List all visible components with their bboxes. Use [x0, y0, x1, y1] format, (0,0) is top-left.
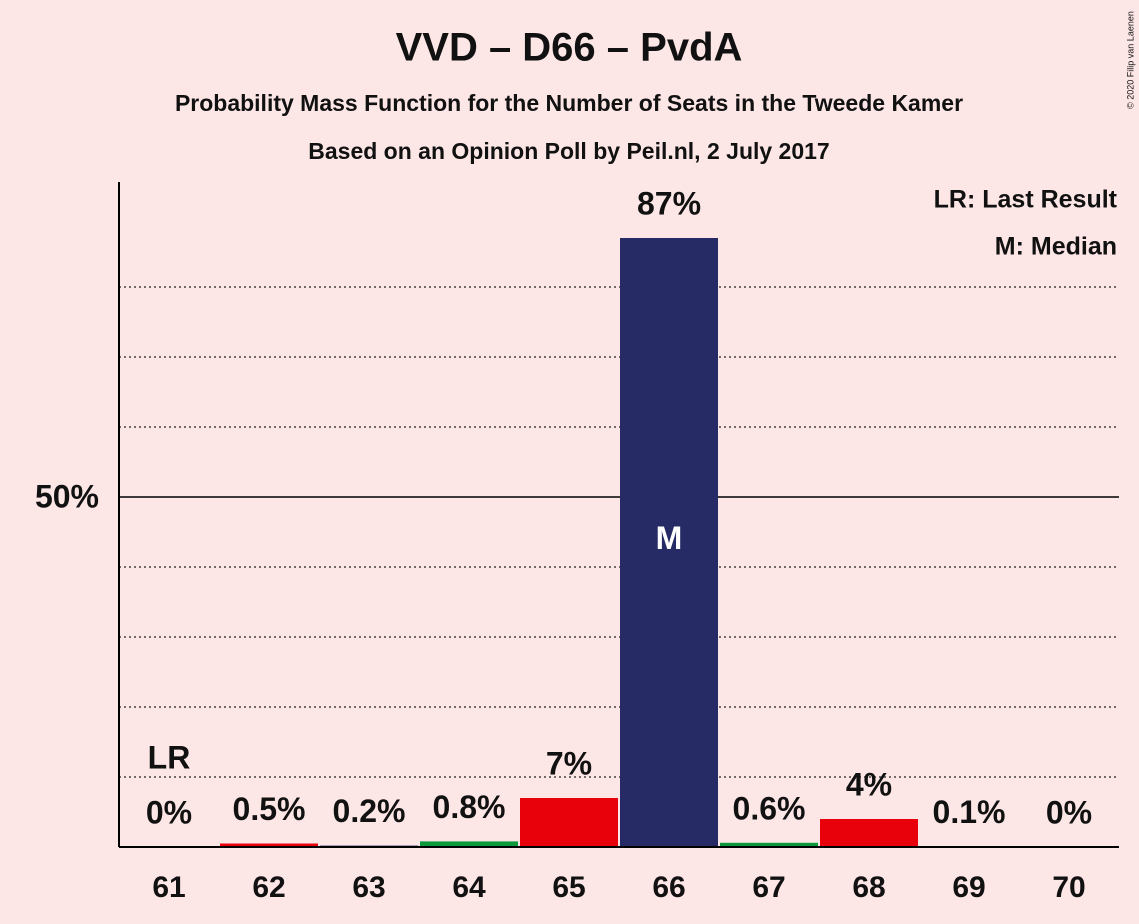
- value-label: 87%: [637, 185, 701, 221]
- bar: [520, 798, 618, 847]
- y-tick-label: 50%: [35, 478, 99, 514]
- value-label: 0.6%: [733, 790, 806, 826]
- x-tick-label: 67: [752, 871, 785, 904]
- annotation: LR: [148, 739, 191, 775]
- x-tick-label: 61: [152, 871, 185, 904]
- bar: [720, 842, 818, 847]
- value-label: 0.2%: [333, 793, 406, 829]
- x-tick-label: 66: [652, 871, 685, 904]
- value-label: 0%: [1046, 794, 1092, 830]
- bar: [620, 238, 718, 847]
- x-tick-label: 68: [852, 871, 885, 904]
- annotation: M: [656, 520, 683, 556]
- bar: [220, 843, 318, 847]
- x-tick-label: 62: [252, 871, 285, 904]
- bar: [820, 819, 918, 847]
- value-label: 0.1%: [933, 794, 1006, 830]
- bar: [420, 841, 518, 847]
- x-tick-label: 64: [452, 871, 486, 904]
- chart-subtitle: Based on an Opinion Poll by Peil.nl, 2 J…: [308, 138, 829, 164]
- value-label: 0.5%: [233, 791, 306, 827]
- x-tick-label: 70: [1052, 871, 1085, 904]
- value-label: 7%: [546, 745, 592, 781]
- chart-title: VVD – D66 – PvdA: [396, 26, 743, 70]
- value-label: 0%: [146, 794, 192, 830]
- x-tick-label: 63: [352, 871, 385, 904]
- x-tick-label: 69: [952, 871, 985, 904]
- chart-subtitle: Probability Mass Function for the Number…: [175, 90, 963, 116]
- copyright: © 2020 Filip van Laenen: [1125, 11, 1135, 109]
- legend-entry: LR: Last Result: [934, 186, 1118, 214]
- value-label: 4%: [846, 766, 892, 802]
- legend-entry: M: Median: [995, 233, 1117, 261]
- value-label: 0.8%: [433, 789, 506, 825]
- x-tick-label: 65: [552, 871, 585, 904]
